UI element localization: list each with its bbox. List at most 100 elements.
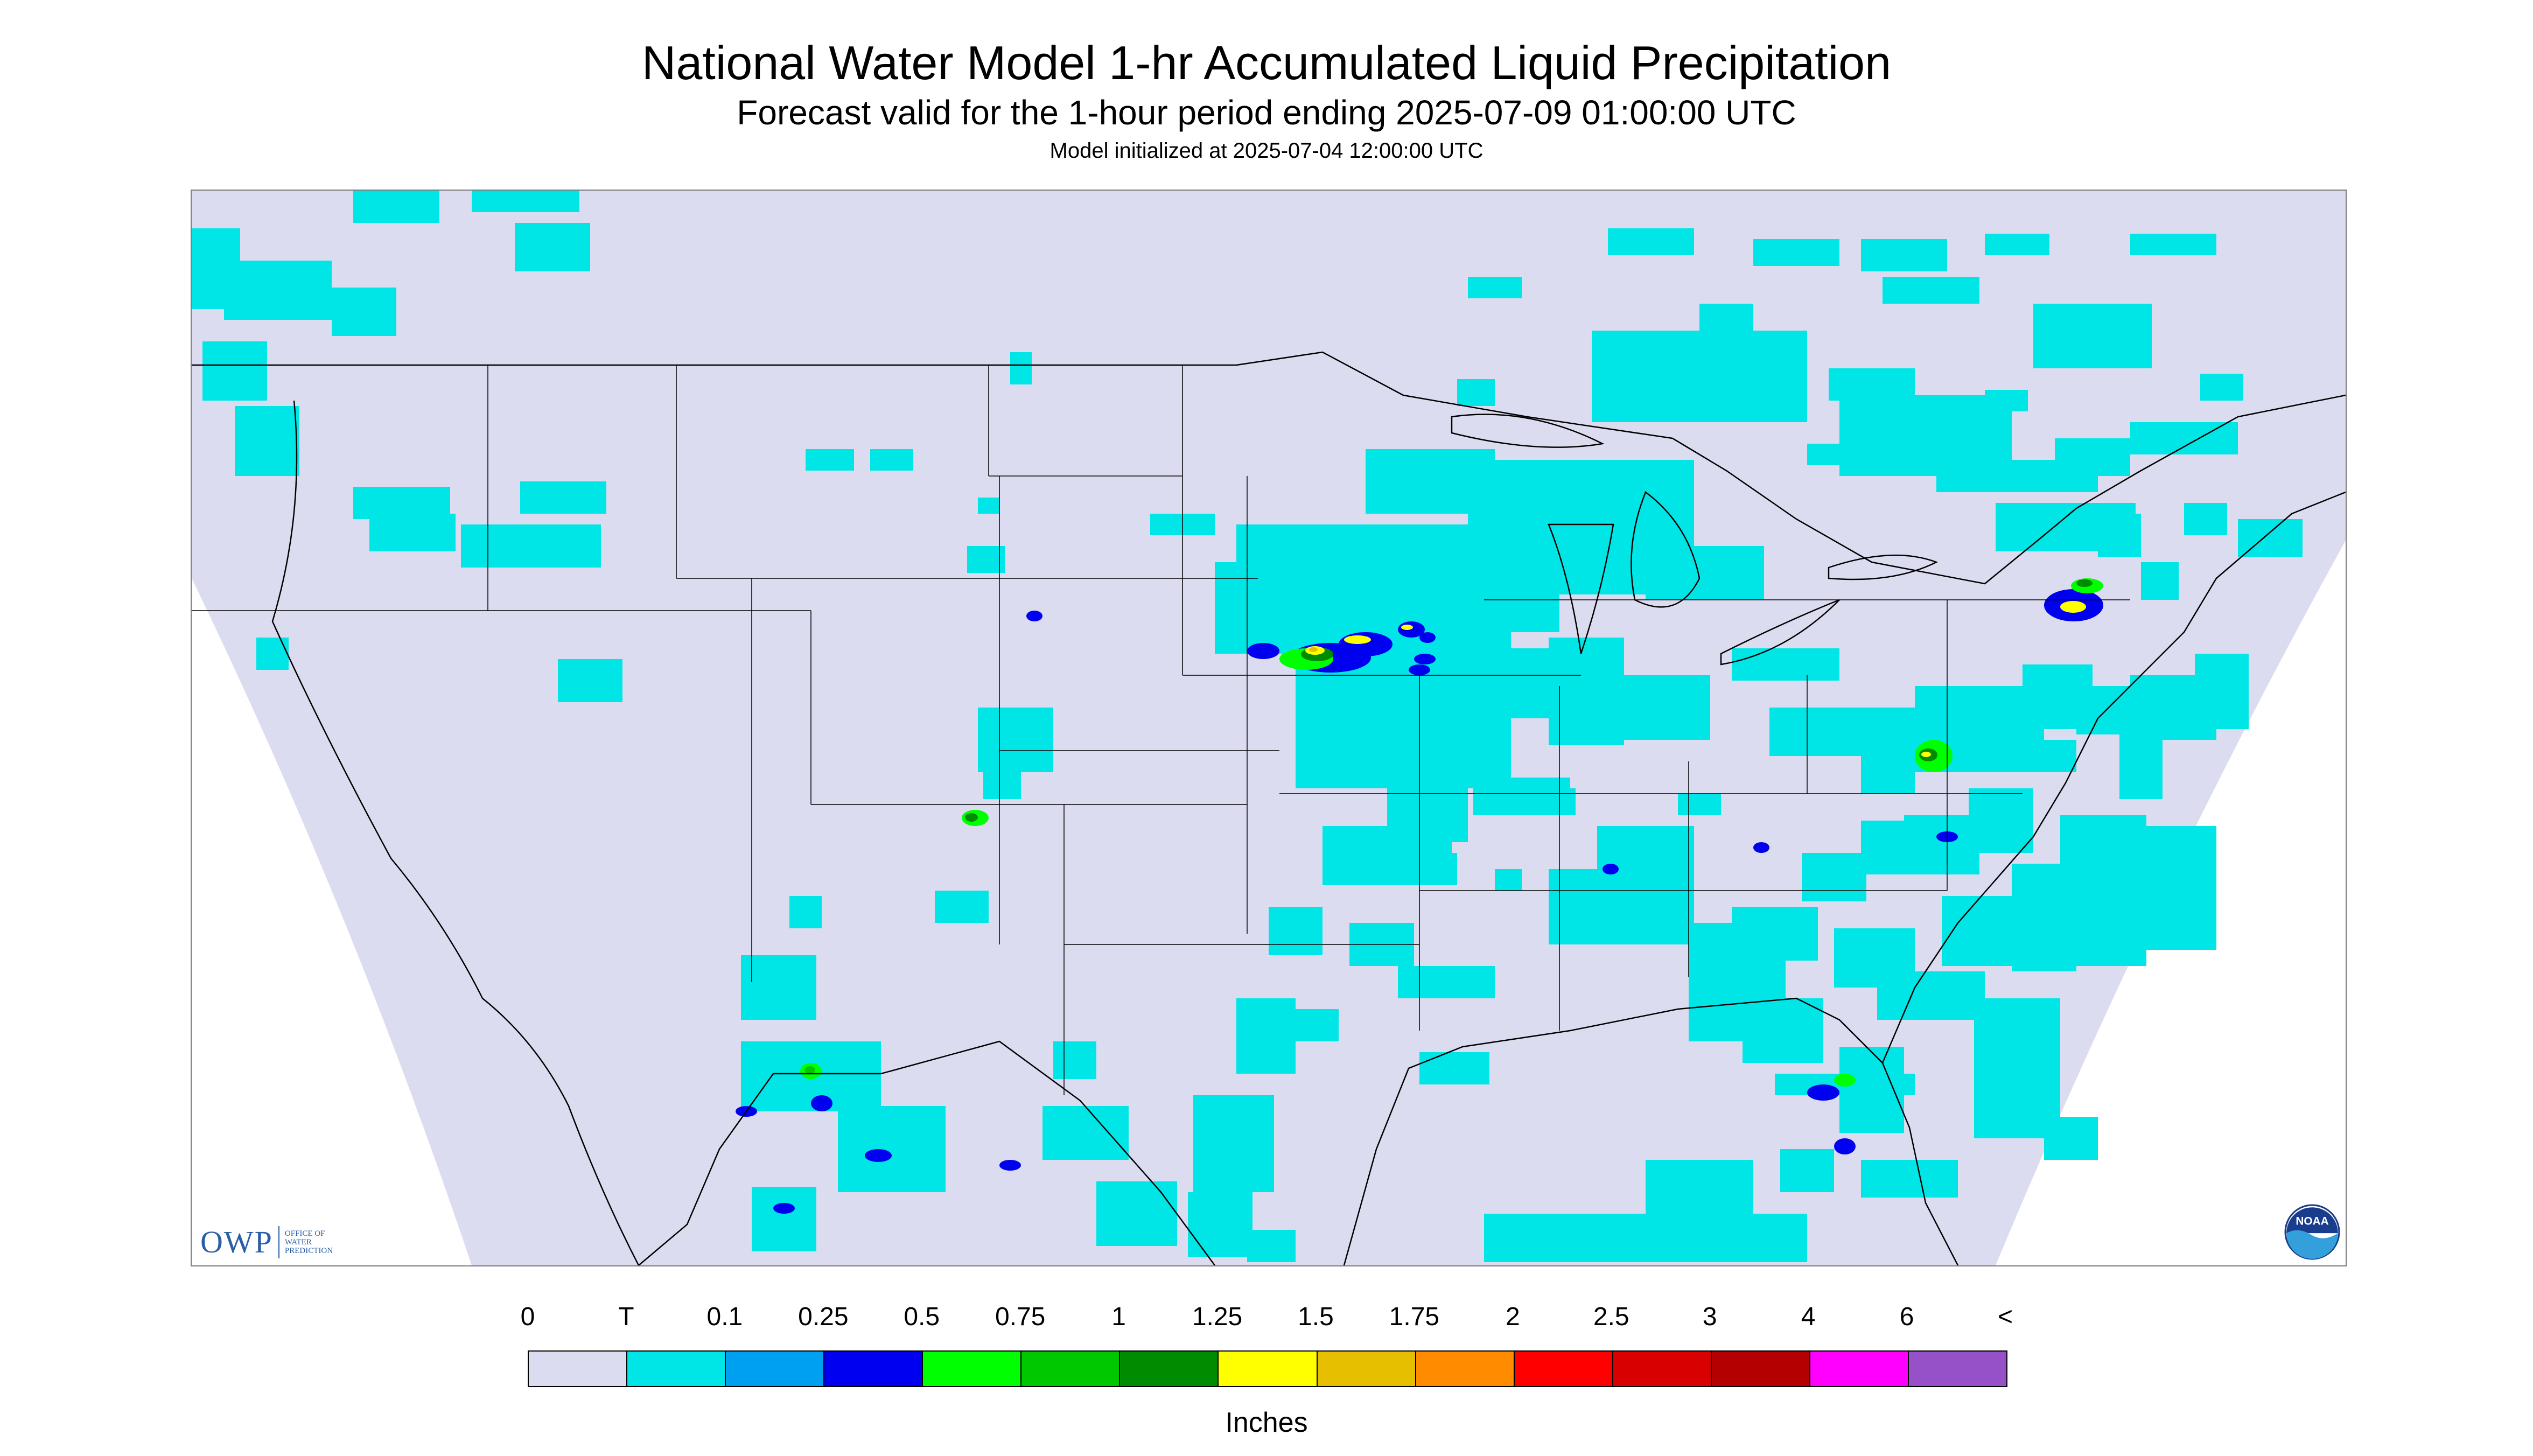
owp-logo-line: PREDICTION (284, 1246, 333, 1255)
precip-area-trace (353, 191, 439, 223)
legend-label: 4 (1801, 1303, 1816, 1331)
map-title: National Water Model 1-hr Accumulated Li… (641, 36, 1892, 89)
precip-area-trace (2130, 422, 2238, 454)
precip-area-trace (2195, 654, 2249, 729)
legend-label: 0.1 (706, 1303, 743, 1331)
precip-core (1419, 632, 1436, 643)
precip-area-trace (1096, 1181, 1177, 1246)
precip-area-trace (256, 638, 289, 670)
precip-core (1401, 625, 1413, 630)
precip-core (1309, 647, 1318, 652)
precip-area-trace (1592, 331, 1807, 422)
precip-core (1834, 1138, 1856, 1154)
precip-area-trace (1769, 708, 1942, 756)
model-init-label: Model initialized at 2025-07-04 12:00:00… (1049, 139, 1484, 163)
precip-area-trace (1646, 546, 1764, 600)
precip-area-trace (1743, 998, 1823, 1063)
precip-area-trace (1538, 788, 1576, 815)
legend-swatch (627, 1352, 726, 1386)
precip-area-trace (1419, 1052, 1489, 1084)
legend-swatch (1120, 1352, 1219, 1386)
precip-area-trace (224, 261, 332, 320)
precip-area-trace (1861, 751, 1915, 794)
precip-area-trace (838, 1106, 946, 1192)
legend-swatch (923, 1352, 1022, 1386)
precip-area-trace (1883, 277, 1979, 304)
precip-core (1834, 1074, 1856, 1087)
precip-area-trace (1468, 277, 1522, 298)
precip-area-trace (520, 481, 606, 514)
precip-area-trace (1495, 869, 1522, 891)
legend-colorbar (528, 1350, 2007, 1387)
coastline (192, 351, 2346, 585)
legend-swatch (1613, 1352, 1712, 1386)
precip-core (2060, 601, 2086, 613)
precip-area-trace (1193, 1095, 1274, 1192)
precip-area-trace (983, 761, 1021, 799)
precip-area-trace (1188, 1192, 1252, 1257)
legend-label: 2.5 (1593, 1303, 1629, 1331)
precip-area-trace (1549, 869, 1689, 944)
coastline (1631, 491, 1701, 608)
precip-area-trace (1974, 998, 2060, 1138)
precip-area-trace (1753, 239, 1839, 266)
owp-logo-divider (278, 1226, 279, 1258)
precip-area-trace (1430, 853, 1457, 885)
precip-area-trace (1398, 966, 1495, 998)
precip-area-trace (2200, 374, 2243, 401)
precip-area-trace (1269, 907, 1323, 955)
noaa-logo: NOAA (2284, 1204, 2340, 1260)
owp-logo-line: WATER (284, 1237, 312, 1247)
legend-swatch (824, 1352, 923, 1386)
precip-area-trace (870, 449, 913, 471)
precip-core (1247, 643, 1279, 659)
precip-area-trace (1678, 794, 1721, 815)
precip-core (865, 1149, 892, 1162)
legend-swatch (726, 1352, 825, 1386)
precip-area-trace (1969, 788, 2033, 853)
precip-area-trace (2098, 514, 2141, 557)
precip-area-trace (1699, 304, 1753, 331)
coastline (1881, 491, 2346, 1063)
coastline (1451, 414, 1605, 448)
legend-label: 0 (520, 1303, 535, 1331)
owp-logo-line: OFFICE OF (284, 1229, 325, 1238)
precip-area-trace (1457, 379, 1495, 406)
precip-area-trace (1861, 821, 1936, 874)
legend-label: 6 (1899, 1303, 1914, 1331)
owp-logo-text: OWP (200, 1224, 273, 1259)
legend-label: 2 (1505, 1303, 1520, 1331)
coastline (1343, 997, 1959, 1265)
precip-area-trace (1732, 648, 1839, 681)
precip-core (1807, 1084, 1839, 1101)
legend-label: 1.25 (1192, 1303, 1243, 1331)
precip-core (1921, 752, 1931, 757)
legend-units-label: Inches (1225, 1407, 1308, 1438)
legend-swatch (1810, 1352, 1909, 1386)
legend-swatch (1416, 1352, 1515, 1386)
noaa-logo-text: NOAA (2296, 1215, 2328, 1227)
precip-area-trace (935, 891, 989, 923)
precip-area-trace (967, 546, 1005, 573)
precip-area-trace (2012, 740, 2076, 772)
precip-core (1344, 635, 1371, 644)
map-panel: OWP OFFICE OF WATER PREDICTION NOAA (191, 190, 2347, 1266)
precip-core (965, 813, 978, 822)
precip-area-trace (558, 659, 622, 702)
precip-area-trace (1296, 1009, 1339, 1041)
precip-area-trace (515, 223, 590, 271)
precip-area-trace (1010, 352, 1032, 384)
precip-area-trace (1807, 444, 1839, 465)
outside-domain-left (192, 578, 472, 1265)
legend-swatch (529, 1352, 628, 1386)
precip-area-trace (1985, 390, 2028, 411)
precip-area-trace (461, 524, 601, 568)
legend-label: 3 (1702, 1303, 1717, 1331)
precip-area-trace (202, 341, 267, 401)
precip-area-trace (2184, 503, 2227, 535)
precip-area-trace (2141, 562, 2179, 600)
precip-area-trace (1780, 1149, 1834, 1192)
coastline (271, 400, 640, 1265)
precip-area-trace (1861, 239, 1947, 271)
precip-core (773, 1203, 795, 1214)
